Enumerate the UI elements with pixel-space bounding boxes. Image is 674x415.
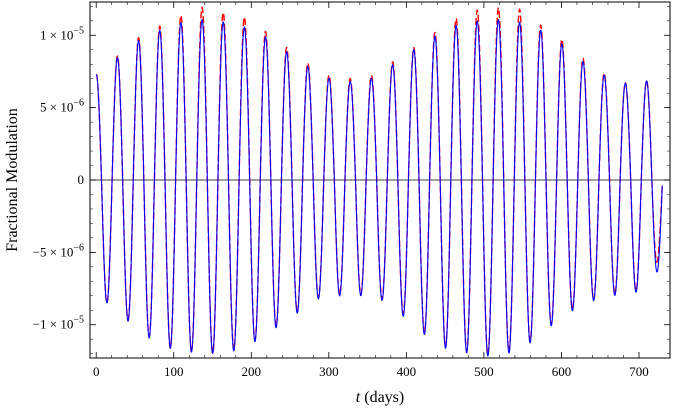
series-line-blue bbox=[95, 19, 663, 357]
y-tick-label: −1 × 10−5 bbox=[33, 315, 84, 332]
y-tick-mantissa: 5 bbox=[40, 100, 47, 115]
x-tick-label: 500 bbox=[474, 364, 494, 379]
x-tick-label: 100 bbox=[164, 364, 184, 379]
x-tick-label: 400 bbox=[397, 364, 417, 379]
y-tick-mantissa: −5 bbox=[33, 244, 47, 259]
x-tick-label: 0 bbox=[93, 364, 100, 379]
y-tick-exponent: −6 bbox=[73, 242, 84, 253]
y-tick-base: × 10 bbox=[47, 244, 74, 259]
y-tick-base: × 10 bbox=[47, 317, 74, 332]
x-tick-label: 700 bbox=[629, 364, 649, 379]
y-tick-mantissa: 1 bbox=[40, 27, 47, 42]
y-tick-exponent: −5 bbox=[73, 25, 84, 36]
y-tick-base: × 10 bbox=[47, 100, 74, 115]
y-tick-label: −5 × 10−6 bbox=[33, 242, 84, 259]
x-tick-label: 300 bbox=[319, 364, 339, 379]
y-tick-exponent: −5 bbox=[73, 315, 84, 326]
y-axis-title: Fractional Modulation bbox=[4, 108, 21, 252]
x-axis-title: t (days) bbox=[356, 389, 404, 406]
y-tick-exponent: −6 bbox=[73, 98, 84, 109]
y-axis-ticks: 1 × 10−55 × 10−60−5 × 10−6−1 × 10−5 bbox=[33, 6, 670, 354]
x-axis-variable: t bbox=[356, 389, 361, 406]
x-tick-label: 600 bbox=[552, 364, 572, 379]
x-axis-unit: (days) bbox=[360, 389, 404, 406]
x-axis-ticks: 0 100 200 300 400 500 600 700 bbox=[93, 2, 649, 379]
y-tick-base: × 10 bbox=[47, 27, 74, 42]
y-tick-mantissa: 0 bbox=[78, 172, 85, 187]
series-layer bbox=[95, 6, 663, 357]
y-tick-label: 0 bbox=[78, 172, 85, 187]
x-tick-label: 200 bbox=[242, 364, 262, 379]
y-tick-label: 5 × 10−6 bbox=[40, 98, 84, 115]
y-tick-label: 1 × 10−5 bbox=[40, 25, 84, 42]
y-tick-mantissa: −1 bbox=[33, 317, 47, 332]
